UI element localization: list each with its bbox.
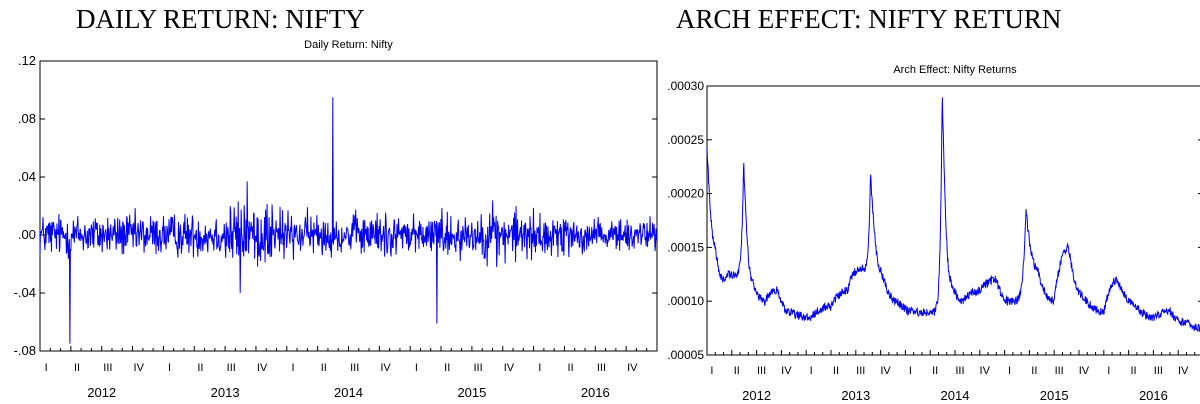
- x-quarter-label: III: [473, 362, 482, 374]
- y-tick-label: .00005: [667, 348, 704, 362]
- chart-title: Daily Return: Nifty: [304, 39, 393, 51]
- x-quarter-label: III: [1154, 365, 1163, 377]
- x-quarter-label: II: [734, 365, 740, 377]
- x-quarter-label: II: [1031, 365, 1037, 377]
- y-tick-label: .00020: [667, 187, 704, 201]
- x-quarter-label: IV: [880, 365, 891, 377]
- x-quarter-label: IV: [134, 362, 145, 374]
- y-tick-label: .00025: [667, 133, 704, 147]
- x-quarter-label: III: [856, 365, 865, 377]
- x-quarter-label: II: [833, 365, 839, 377]
- x-quarter-label: II: [321, 362, 327, 374]
- y-tick-label: .08: [18, 111, 36, 126]
- x-quarter-label: I: [1008, 365, 1011, 377]
- x-quarter-label: II: [74, 362, 80, 374]
- x-quarter-label: III: [955, 365, 964, 377]
- x-year-label: 2016: [1139, 388, 1168, 403]
- daily-return-chart: Daily Return: Nifty .12 .08 .04 .00 -.04 -.08 I…: [14, 39, 658, 400]
- x-year-label: 2015: [1040, 388, 1069, 403]
- x-quarter-label: I: [710, 365, 713, 377]
- x-year-label: 2012: [742, 388, 771, 403]
- y-tick-label: .00015: [667, 240, 704, 254]
- x-quarter-label: IV: [504, 362, 515, 374]
- x-quarter-label: I: [415, 362, 418, 374]
- left-heading: DAILY RETURN: NIFTY: [76, 4, 365, 34]
- x-quarter-label: I: [291, 362, 294, 374]
- x-quarter-label: III: [350, 362, 359, 374]
- arch-effect-chart: Arch Effect: Nifty Returns .00030 .00025 .0…: [667, 64, 1200, 403]
- x-quarter-label: I: [1107, 365, 1110, 377]
- x-quarter-label: IV: [627, 362, 638, 374]
- x-quarter-label: IV: [980, 365, 991, 377]
- x-quarter-label: IV: [257, 362, 268, 374]
- y-tick-label: .00: [18, 227, 36, 242]
- x-quarter-label: I: [168, 362, 171, 374]
- x-quarter-label: IV: [380, 362, 391, 374]
- series-line: [39, 97, 658, 344]
- x-quarter-label: IV: [1079, 365, 1090, 377]
- x-quarter-label: IV: [1178, 365, 1189, 377]
- x-quarter-label: II: [444, 362, 450, 374]
- x-year-label: 2014: [941, 388, 970, 403]
- x-quarter-label: II: [568, 362, 574, 374]
- x-year-label: 2015: [457, 385, 486, 400]
- x-year-label: 2013: [841, 388, 870, 403]
- plot-frame: [706, 85, 1200, 356]
- y-tick-label: .00010: [667, 294, 704, 308]
- x-quarter-label: I: [538, 362, 541, 374]
- y-tick-label: -.04: [14, 285, 36, 300]
- y-tick-label: .12: [18, 53, 36, 68]
- x-quarter-label: II: [197, 362, 203, 374]
- x-quarter-label: III: [597, 362, 606, 374]
- x-year-label: 2013: [211, 385, 240, 400]
- x-quarter-label: I: [45, 362, 48, 374]
- y-tick-label: .04: [18, 169, 36, 184]
- x-year-label: 2014: [334, 385, 363, 400]
- y-tick-label: -.08: [14, 343, 36, 358]
- x-year-label: 2016: [581, 385, 610, 400]
- x-quarter-label: III: [103, 362, 112, 374]
- x-quarter-label: IV: [781, 365, 792, 377]
- x-quarter-label: III: [757, 365, 766, 377]
- x-year-label: 2012: [87, 385, 116, 400]
- y-tick-label: .00030: [667, 79, 704, 93]
- x-quarter-label: II: [1130, 365, 1136, 377]
- chart-title: Arch Effect: Nifty Returns: [893, 64, 1017, 76]
- right-heading: ARCH EFFECT: NIFTY RETURN: [676, 4, 1062, 34]
- x-quarter-label: III: [227, 362, 236, 374]
- series-line: [706, 97, 1200, 332]
- plot-frame: [39, 60, 658, 352]
- x-quarter-label: I: [810, 365, 813, 377]
- x-quarter-label: III: [1055, 365, 1064, 377]
- x-quarter-label: II: [932, 365, 938, 377]
- x-quarter-label: I: [909, 365, 912, 377]
